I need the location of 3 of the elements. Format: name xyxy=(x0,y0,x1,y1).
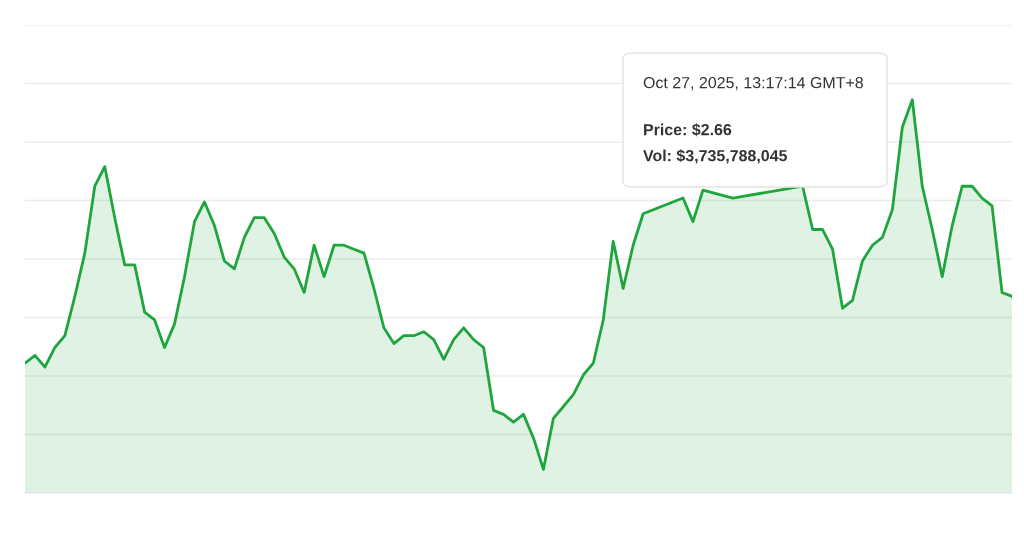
annotation: Price: $2.66 xyxy=(644,123,732,137)
text: Oct 27, 2025, 13:17:14 GMT+8 xyxy=(643,76,863,91)
annotation: Vol: $3,735,788,045 xyxy=(643,149,788,164)
